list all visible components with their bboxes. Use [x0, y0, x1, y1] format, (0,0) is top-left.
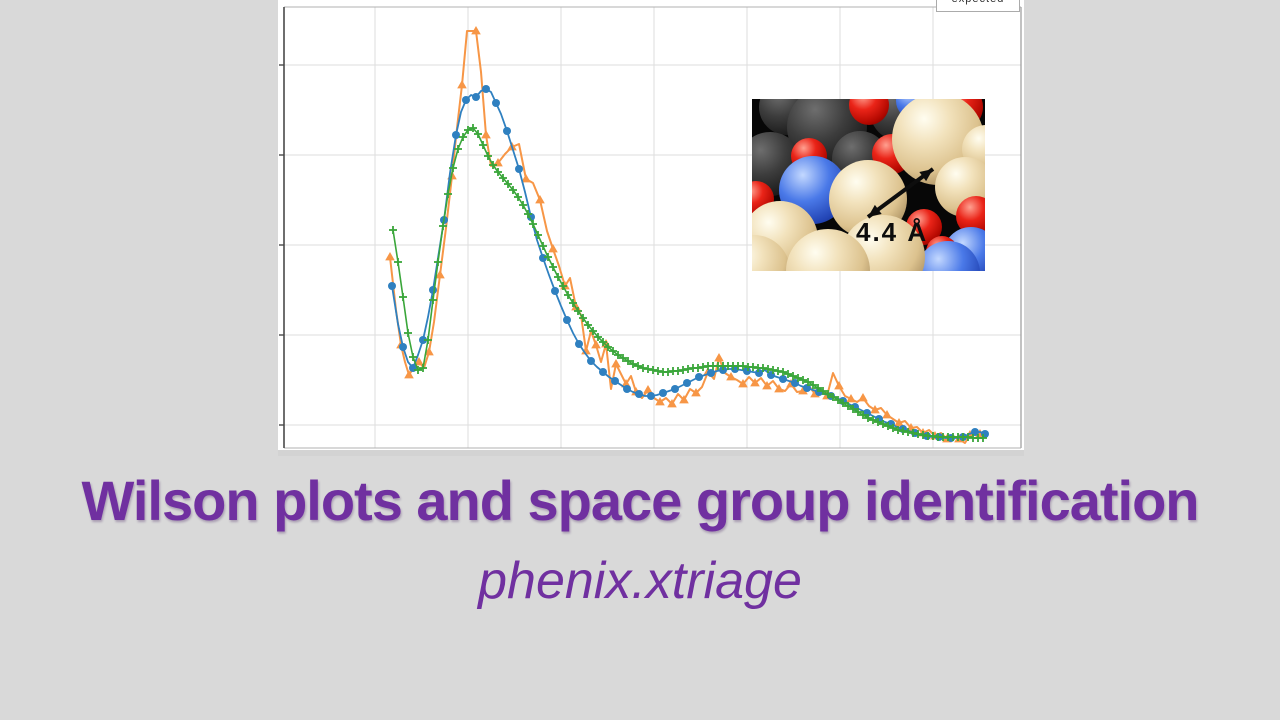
wilson-plot-svg — [279, 6, 1022, 449]
chart-bottom-edge — [278, 450, 1024, 456]
plot-legend-cropped: expected — [936, 0, 1020, 12]
slide-subtitle: phenix.xtriage — [478, 552, 802, 610]
legend-label: expected — [937, 0, 1019, 5]
distance-arrow-icon — [866, 167, 935, 219]
molecule-inset-image: 4.4 Å — [752, 99, 985, 271]
slide-title: Wilson plots and space group identificat… — [81, 469, 1199, 532]
distance-label: 4.4 Å — [856, 217, 929, 247]
